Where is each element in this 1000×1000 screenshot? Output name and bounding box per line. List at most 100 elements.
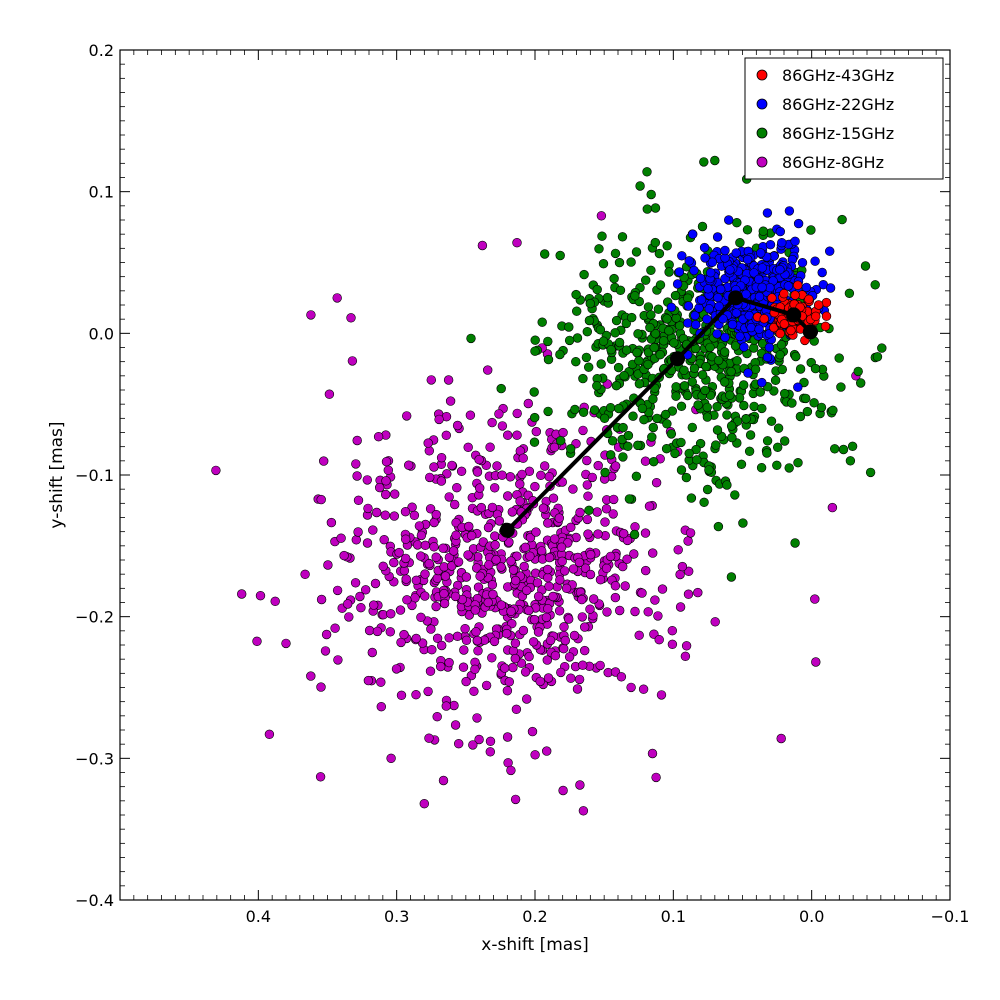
data-point: [503, 430, 513, 440]
data-point: [582, 455, 592, 466]
data-point: [790, 290, 800, 300]
data-point: [749, 401, 759, 412]
data-point: [723, 215, 734, 225]
data-point: [589, 405, 600, 415]
data-point: [426, 375, 436, 385]
data-point: [655, 280, 666, 290]
data-point: [487, 580, 498, 590]
data-point: [344, 612, 354, 622]
data-point: [452, 420, 463, 431]
data-point: [648, 422, 658, 433]
data-point: [373, 432, 384, 442]
data-point: [386, 753, 396, 763]
data-point: [470, 664, 480, 674]
data-point: [711, 440, 721, 450]
data-point: [776, 340, 787, 350]
data-point: [411, 689, 421, 700]
data-point: [682, 390, 693, 401]
data-point: [765, 240, 776, 250]
data-point: [738, 518, 748, 528]
data-point: [755, 387, 765, 397]
data-point: [574, 557, 585, 568]
data-point: [558, 643, 569, 654]
data-point: [461, 572, 472, 582]
data-point: [666, 429, 677, 439]
data-point: [657, 584, 668, 594]
data-point: [679, 365, 689, 375]
data-point: [693, 400, 703, 410]
data-point: [601, 563, 612, 573]
data-point: [602, 292, 613, 303]
data-point: [642, 204, 652, 214]
data-point: [385, 627, 395, 637]
data-point: [380, 510, 390, 520]
data-point: [490, 531, 500, 541]
data-point: [669, 338, 679, 348]
data-point: [648, 457, 659, 467]
data-point: [497, 470, 507, 480]
data-point: [416, 551, 426, 561]
data-point: [401, 534, 411, 544]
data-point: [497, 421, 508, 431]
data-point: [646, 310, 656, 320]
data-point: [671, 382, 681, 392]
data-point: [666, 302, 677, 312]
data-point: [756, 463, 767, 473]
data-point: [363, 503, 373, 514]
data-point: [483, 597, 493, 608]
data-point: [635, 181, 645, 191]
data-point: [472, 635, 482, 646]
data-point: [211, 465, 221, 476]
data-point: [436, 453, 447, 463]
data-point: [543, 603, 553, 614]
data-point: [555, 436, 566, 446]
data-point: [643, 359, 653, 370]
data-point: [544, 472, 554, 482]
data-point: [738, 380, 749, 390]
data-point: [396, 637, 406, 648]
data-point: [568, 484, 578, 494]
mean-path-node: [670, 351, 685, 367]
data-point: [628, 411, 638, 421]
data-point: [648, 394, 658, 404]
data-point: [632, 347, 642, 358]
data-point: [702, 402, 712, 413]
data-point: [416, 612, 426, 622]
data-point: [569, 630, 580, 641]
data-point: [683, 536, 693, 546]
data-point: [630, 291, 640, 301]
data-point: [472, 563, 482, 573]
data-point: [468, 740, 478, 750]
data-point: [581, 352, 592, 363]
data-point: [496, 600, 507, 610]
data-point: [401, 553, 411, 564]
data-point: [594, 244, 604, 254]
data-point: [718, 314, 728, 324]
data-point: [423, 438, 433, 448]
data-point: [452, 483, 462, 493]
data-point: [437, 640, 447, 651]
data-point: [860, 261, 871, 271]
data-point: [736, 459, 747, 469]
data-point: [770, 375, 781, 385]
data-point: [772, 460, 782, 470]
data-point: [779, 319, 789, 329]
data-point: [395, 605, 406, 615]
data-point: [346, 313, 356, 323]
data-point: [816, 402, 827, 413]
data-point: [703, 284, 713, 294]
data-point: [404, 460, 414, 470]
data-point: [520, 667, 531, 677]
data-point: [681, 472, 692, 483]
data-point: [326, 517, 337, 528]
data-point: [490, 483, 500, 493]
data-point: [693, 587, 703, 598]
data-point: [667, 625, 677, 636]
data-point: [381, 489, 391, 500]
data-point: [775, 328, 785, 339]
data-point: [549, 534, 560, 544]
data-point: [441, 701, 451, 711]
data-point: [650, 203, 661, 213]
data-point: [544, 581, 554, 591]
data-point: [683, 566, 694, 576]
